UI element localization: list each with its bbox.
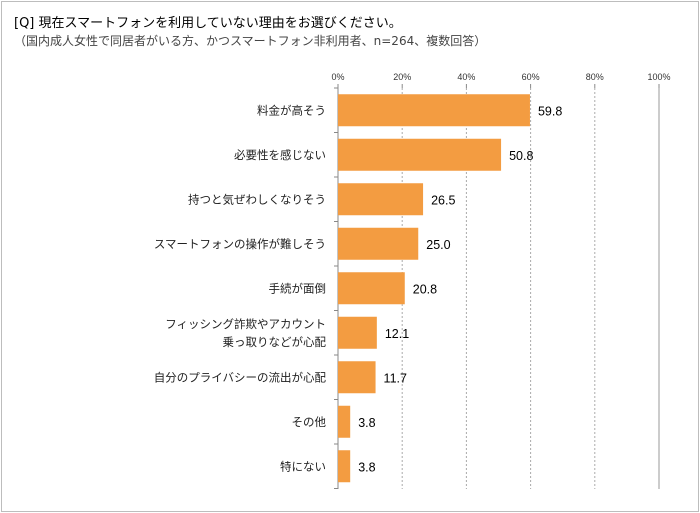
data-label: 3.8 [358, 416, 375, 430]
bar [338, 450, 351, 483]
category-label: 手続が面倒 [269, 281, 327, 295]
category-label: 必要性を感じない [234, 148, 326, 162]
bar [338, 316, 377, 349]
chart-title: [Q] 現在スマートフォンを利用していない理由をお選びください。 [14, 16, 402, 31]
bar [338, 405, 351, 438]
x-tick-label: 60% [522, 72, 540, 82]
data-label: 59.8 [538, 104, 562, 118]
data-label: 50.8 [509, 149, 533, 163]
category-label: フィッシング詐欺やアカウント [165, 317, 326, 331]
x-tick-label: 40% [457, 72, 475, 82]
data-label: 25.0 [426, 238, 450, 252]
data-label: 11.7 [384, 371, 407, 385]
category-label: 持つと気ぜわしくなりそう [188, 192, 326, 206]
chart-subtitle: （国内成人女性で同居者がいる方、かつスマートフォン非利用者、n=264、複数回答… [14, 34, 487, 48]
bar [338, 361, 376, 394]
bar [338, 94, 530, 127]
bar [338, 138, 502, 171]
category-label: 特にない [280, 459, 326, 473]
category-label: 料金が高そう [257, 103, 326, 117]
category-label: その他 [292, 415, 327, 429]
bar [338, 227, 419, 260]
bar [338, 183, 424, 216]
data-label: 26.5 [431, 193, 455, 207]
data-label: 3.8 [358, 460, 375, 474]
category-label: 自分のプライバシーの流出が心配 [154, 370, 327, 384]
category-label: スマートフォンの操作が難しそう [154, 237, 326, 251]
category-label: 乗っ取りなどが心配 [223, 335, 327, 349]
x-tick-label: 100% [647, 72, 670, 82]
x-tick-label: 80% [586, 72, 604, 82]
data-label: 20.8 [413, 282, 437, 296]
x-tick-label: 0% [331, 72, 344, 82]
bar [338, 272, 405, 305]
x-tick-label: 20% [393, 72, 411, 82]
data-label: 12.1 [385, 327, 409, 341]
